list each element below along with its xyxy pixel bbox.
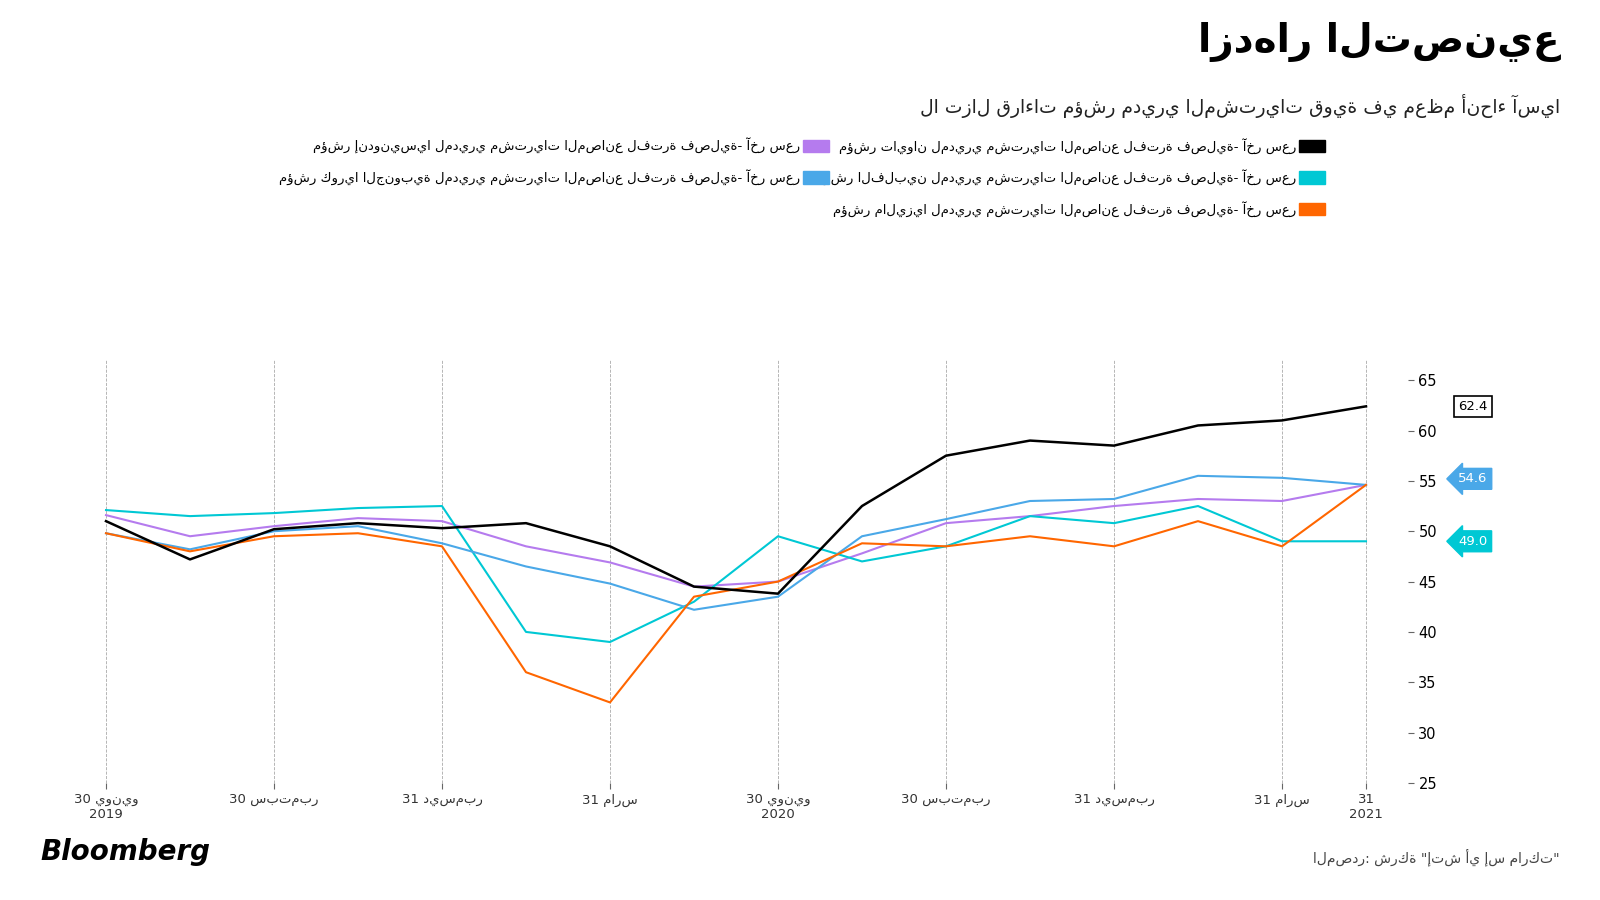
Text: المصدر: شركة "إتش أي إس ماركت": المصدر: شركة "إتش أي إس ماركت" [1314, 849, 1560, 866]
Text: مؤشر ماليزيا لمديري مشتريات المصانع لفترة فصلية- آخر سعر: مؤشر ماليزيا لمديري مشتريات المصانع لفتر… [832, 201, 1296, 217]
Text: مؤشر تايوان لمديري مشتريات المصانع لفترة فصلية- آخر سعر: مؤشر تايوان لمديري مشتريات المصانع لفترة… [838, 138, 1296, 154]
Text: 54.6: 54.6 [1459, 472, 1488, 485]
Text: مؤشر كوريا الجنوبية لمديري مشتريات المصانع لفترة فصلية- آخر سعر: مؤشر كوريا الجنوبية لمديري مشتريات المصا… [278, 169, 800, 185]
Text: مؤشر إندونيسيا لمديري مشتريات المصانع لفترة فصلية- آخر سعر: مؤشر إندونيسيا لمديري مشتريات المصانع لف… [314, 138, 800, 154]
Text: ازدهار التصنيع: ازدهار التصنيع [1198, 22, 1560, 62]
Text: 49.0: 49.0 [1459, 535, 1488, 548]
Text: لا تزال قراءات مؤشر مديري المشتريات قوية في معظم أنحاء آسيا: لا تزال قراءات مؤشر مديري المشتريات قوية… [920, 94, 1560, 119]
Text: Bloomberg: Bloomberg [40, 838, 210, 866]
Text: 62.4: 62.4 [1459, 400, 1488, 413]
Text: مؤشر الفلبين لمديري مشتريات المصانع لفترة فصلية- آخر سعر: مؤشر الفلبين لمديري مشتريات المصانع لفتر… [816, 169, 1296, 185]
